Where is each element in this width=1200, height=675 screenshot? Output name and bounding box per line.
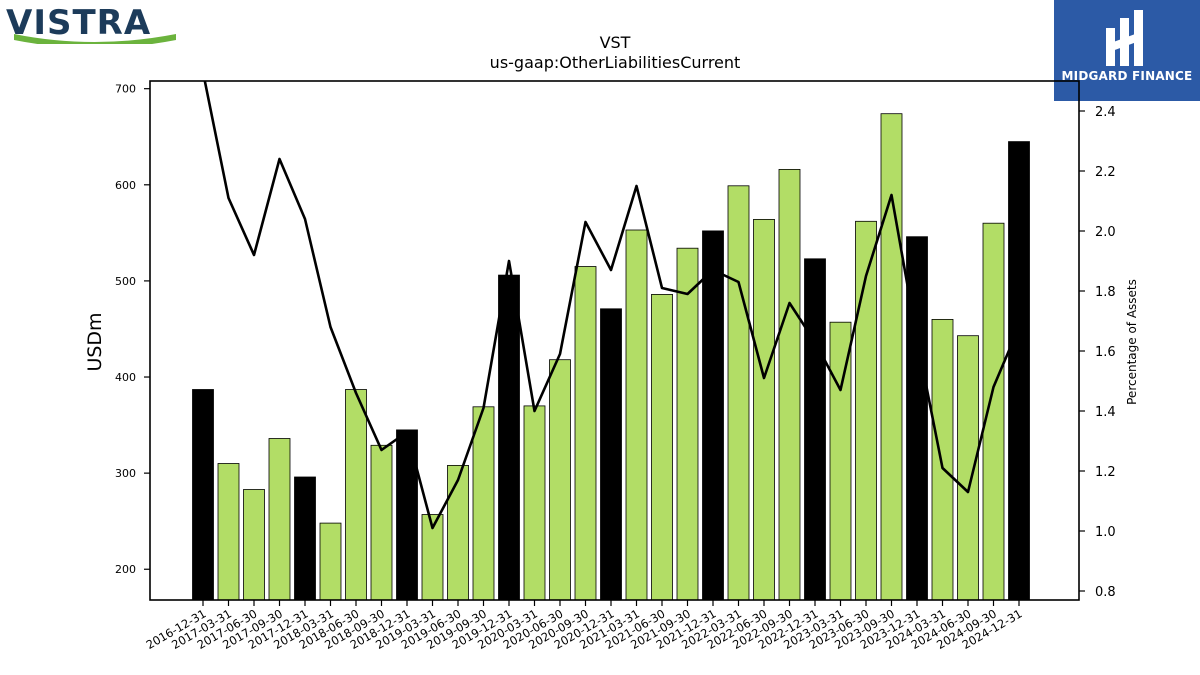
bar-2017-03-31 [217,463,240,601]
y2-axis-label: Percentage of Assets [1125,279,1139,405]
bar-2024-06-30 [957,335,979,601]
y-tick-label: 700 [115,83,136,96]
bar-2023-09-30 [880,113,903,601]
bar-2021-09-30 [676,247,699,601]
y2-tick-label: 2.4 [1095,105,1116,120]
percentage-line [203,81,1021,530]
chart-title: VST [600,33,631,52]
y2-tick-label: 2.2 [1095,165,1116,180]
midgard-finance-label: MIDGARD FINANCE [1061,69,1193,83]
vistra-logo-text: VISTRA [6,4,151,43]
bar-2017-09-30 [268,438,291,601]
line-layer [203,81,1021,530]
y2-tick-label: 1.4 [1095,405,1116,420]
y2-tick-label: 1.8 [1095,285,1116,300]
bar-2021-06-30 [651,293,673,601]
bar-2016-12-31 [192,389,214,601]
bar-2020-09-30 [574,266,597,601]
bar-2020-12-31 [600,308,622,601]
bar-2017-12-31 [294,476,316,601]
bar-2022-06-30 [753,218,775,601]
bar-2019-06-30 [447,464,469,601]
bars-layer [192,113,1030,601]
y-axis-label: USDm [84,312,106,371]
y2-tick-label: 1.6 [1095,345,1116,360]
bar-2019-12-31 [498,274,520,601]
bar-2020-03-31 [523,405,546,601]
bar-2022-12-31 [804,258,826,601]
bar-2019-09-30 [472,406,495,601]
y2-tick-label: 1.0 [1095,525,1116,540]
bar-2024-12-31 [1008,141,1030,601]
axes-layer: 200 300 400 500 600 700 0.8 1.0 1.2 1.4 1.6 1.8 2.0 2… [115,80,1116,652]
bar-2020-06-30 [549,359,571,601]
chart-subtitle: us-gaap:OtherLiabilitiesCurrent [490,53,741,72]
y-tick-label: 400 [115,371,136,384]
y2-tick-label: 1.2 [1095,465,1116,480]
bar-2022-09-30 [778,168,801,601]
y2-tick-label: 2.0 [1095,225,1116,240]
y-tick-label: 500 [115,275,136,288]
bar-2022-03-31 [727,185,750,601]
bar-2021-03-31 [625,229,648,601]
bar-2017-06-30 [243,489,265,601]
bar-2024-03-31 [931,318,954,601]
plot-frame [149,80,1080,601]
bar-2018-06-30 [345,389,367,601]
bar-2018-03-31 [319,522,342,601]
y-tick-label: 200 [115,563,136,576]
bar-2018-09-30 [370,444,393,601]
bar-2023-03-31 [829,321,852,601]
y2-tick-label: 0.8 [1095,585,1116,600]
y-tick-label: 600 [115,179,136,192]
y-tick-label: 300 [115,467,136,480]
bar-2021-12-31 [702,230,724,601]
bar-2024-09-30 [982,222,1005,601]
